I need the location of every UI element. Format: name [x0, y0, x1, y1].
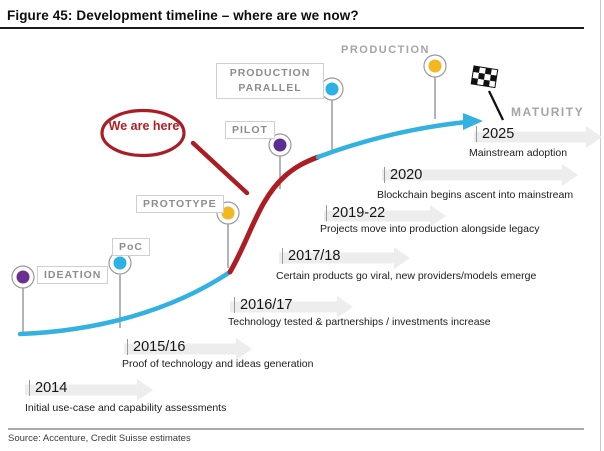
curve-current-segment: [227, 154, 321, 275]
figure-title: Figure 45: Development timeline – where …: [7, 8, 359, 23]
desc-2016-17: Technology tested & partnerships / inves…: [228, 316, 491, 328]
arrow-2015-16: [124, 338, 252, 360]
year-2020: 2020: [384, 167, 422, 183]
source-note: Source: Accenture, Credit Suisse estimat…: [8, 433, 191, 444]
desc-2014: Initial use-case and capability assessme…: [25, 402, 227, 414]
desc-2020: Blockchain begins ascent into mainstream: [377, 189, 574, 201]
title-underline: [0, 27, 584, 29]
we-are-here-ellipse: [100, 108, 186, 158]
pilot-dot: [273, 138, 287, 152]
year-2015-16: 2015/16: [127, 339, 185, 355]
stage-label-production-parallel: PRODUCTION PARALLEL: [216, 63, 324, 99]
year-2016-17: 2016/17: [234, 297, 292, 313]
arrow-2025: [474, 126, 602, 148]
ideation-dot: [16, 270, 30, 284]
prototype-dot: [221, 206, 235, 220]
arrow-2016-17: [230, 296, 353, 318]
we-are-here-label: We are here: [108, 119, 180, 133]
production-dot: [428, 59, 442, 73]
curve-early-segment: [17, 269, 233, 337]
stage-label-ideation: IDEATION: [37, 266, 109, 284]
curve-late-segment: [315, 119, 469, 160]
source-divider: [8, 428, 584, 430]
poc-dot: [113, 256, 127, 270]
desc-2015-16: Proof of technology and ideas generation: [122, 358, 314, 370]
desc-2017-18: Certain products go viral, new providers…: [276, 270, 537, 282]
milestone-stems: [22, 77, 436, 332]
stage-label-poc: PoC: [112, 238, 150, 256]
stage-label-pilot: PILOT: [225, 121, 275, 139]
desc-2019-22: Projects move into production alongside …: [320, 223, 540, 235]
year-2019-22: 2019-22: [326, 205, 385, 221]
arrow-2017-18: [279, 247, 410, 269]
stage-label-prototype: PROTOTYPE: [136, 195, 224, 213]
year-2017-18: 2017/18: [282, 248, 340, 264]
we-are-here-pointer: [190, 140, 250, 196]
desc-2025: Mainstream adoption: [469, 147, 568, 159]
arrow-2020: [382, 164, 578, 186]
page-right-border: [600, 0, 601, 451]
production-parallel-dot: [325, 82, 339, 96]
year-2025: 2025: [476, 126, 514, 142]
year-arrow-shapes: [25, 126, 602, 401]
arrow-2019-22: [324, 205, 446, 227]
finish-flag-icon: [470, 65, 505, 121]
stage-label-maturity: MATURITY: [511, 105, 585, 119]
arrow-2014: [25, 379, 153, 401]
stage-label-production: PRODUCTION: [341, 44, 430, 56]
year-2014: 2014: [29, 380, 67, 396]
curve-arrowhead: [463, 113, 483, 130]
